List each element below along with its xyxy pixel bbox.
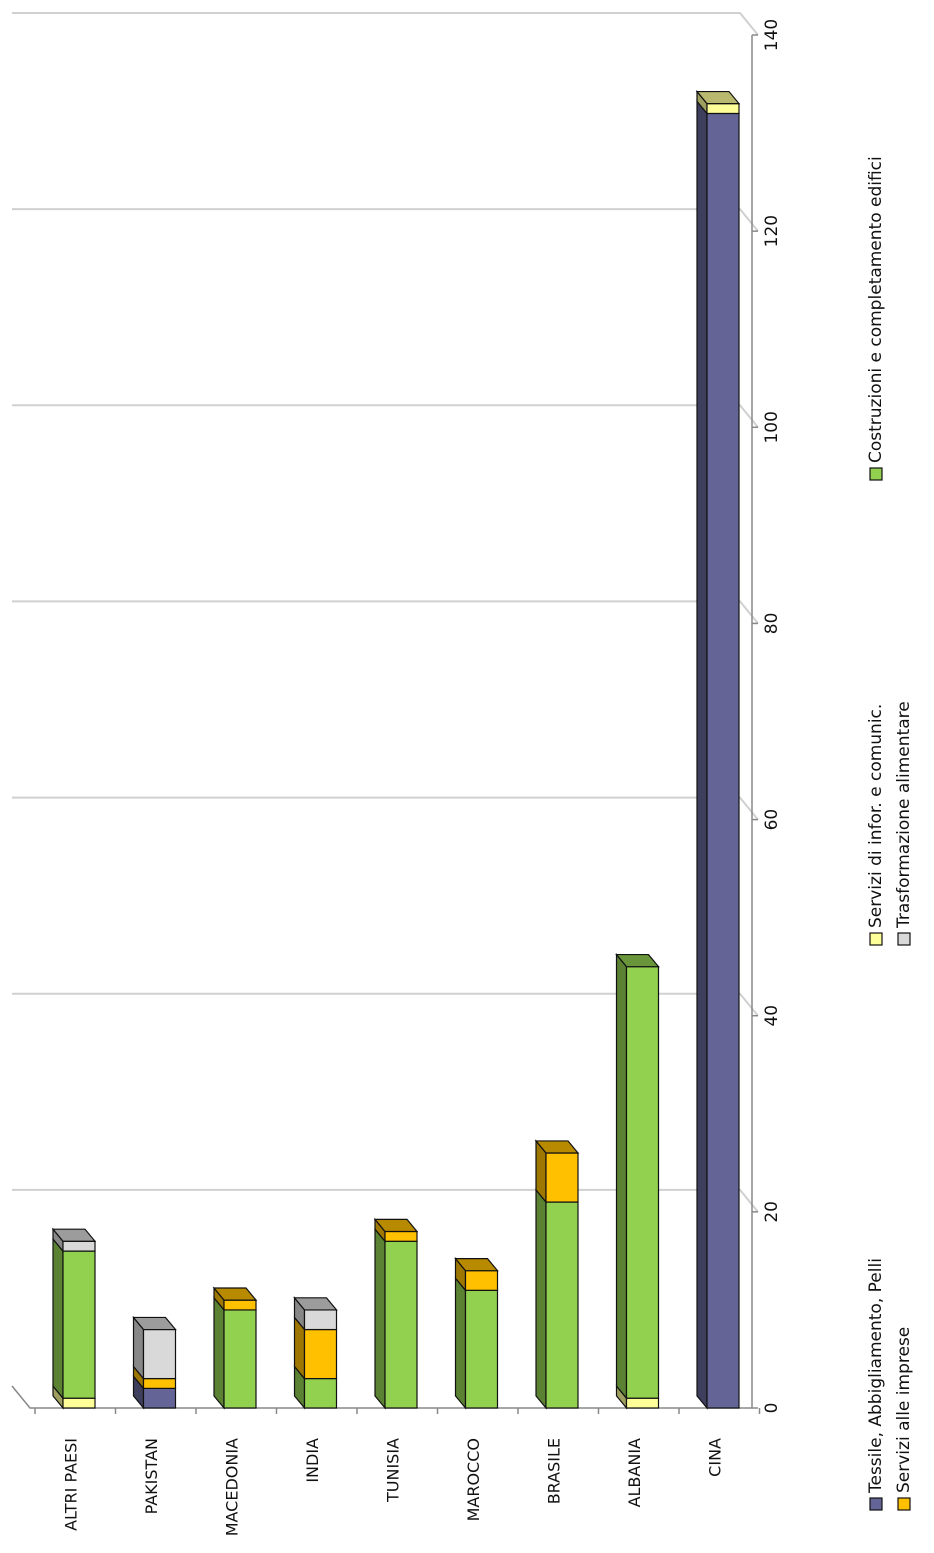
bar-pakistan-series-0: [132, 1374, 177, 1410]
legend-swatch-3: [897, 1497, 911, 1511]
bar-top-cina: [695, 90, 741, 105]
gridline-100: [12, 404, 759, 428]
legend-item-3: Servizi alle imprese: [894, 1327, 914, 1511]
bar-brasile-series-2: [535, 1188, 579, 1410]
category-label-altri-paesi: ALTRI PAESI: [62, 1438, 81, 1531]
gridline-60: [12, 796, 759, 821]
bar-cina-series-1: [696, 89, 740, 116]
bars: [51, 89, 741, 1410]
legend-swatch-2: [869, 467, 883, 481]
legend-item-4: Trasformazione alimentare: [894, 701, 914, 946]
legend-item-1: Servizi di infor. e comunic.: [866, 704, 886, 946]
bar-top-albania: [615, 953, 660, 968]
tick-label-60: 60: [762, 809, 782, 831]
legend-item-0: Tessile, Abbigliamento, Pelli: [866, 1258, 886, 1511]
gridline-80: [12, 600, 759, 625]
legend-label-1: Servizi di infor. e comunic.: [866, 704, 886, 928]
tick-label-80: 80: [762, 613, 782, 635]
bar-top-macedonia: [212, 1287, 258, 1301]
legend-label-2: Costruzioni e completamento edifici: [866, 156, 886, 463]
legend-label-3: Servizi alle imprese: [894, 1327, 914, 1493]
legend: Tessile, Abbigliamento, Pelli Servizi di …: [866, 156, 914, 1511]
category-label-albania: ALBANIA: [625, 1438, 644, 1507]
bar-top-pakistan: [132, 1316, 177, 1331]
bar-pakistan-series-4: [132, 1315, 177, 1381]
legend-swatch-1: [869, 932, 883, 946]
gridlines: [12, 12, 759, 1213]
tick-label-0: 0: [762, 1403, 782, 1414]
bar-altri-paesi-series-2: [52, 1237, 96, 1400]
category-label-india: INDIA: [303, 1438, 322, 1483]
legend-item-2: Costruzioni e completamento edifici: [866, 156, 886, 481]
category-label-tunisia: TUNISIA: [384, 1438, 403, 1503]
tick-label-20: 20: [762, 1201, 782, 1223]
bar-brasile-series-3: [535, 1139, 579, 1204]
bar-marocco-series-3: [454, 1256, 499, 1292]
bar-marocco-series-2: [454, 1276, 499, 1410]
category-label-brasile: BRASILE: [545, 1438, 564, 1504]
bar-cina-series-0: [696, 99, 740, 1410]
tick-label-100: 100: [762, 411, 782, 443]
bar-top-tunisia: [373, 1218, 419, 1233]
tick-label-140: 140: [762, 19, 782, 51]
category-axis-line: [11, 1385, 752, 1409]
bar-top-altri-paesi: [51, 1228, 97, 1242]
category-label-marocco: MAROCCO: [464, 1438, 483, 1521]
category-labels: ALTRI PAESI PAKISTAN MACEDONIA INDIA TUNISIA…: [62, 1438, 725, 1536]
bar-top-india: [293, 1297, 338, 1311]
bar-tunisia-series-2: [374, 1227, 418, 1410]
legend-swatch-0: [869, 1497, 883, 1511]
legend-label-0: Tessile, Abbigliamento, Pelli: [866, 1258, 886, 1494]
tick-label-120: 120: [762, 215, 782, 247]
axes: [11, 34, 761, 1414]
bar-macedonia-series-2: [213, 1296, 257, 1410]
tick-label-40: 40: [762, 1005, 782, 1027]
category-label-pakistan: PAKISTAN: [142, 1438, 161, 1514]
bar-albania-series-2: [615, 952, 660, 1400]
category-label-macedonia: MACEDONIA: [223, 1438, 242, 1536]
legend-swatch-4: [897, 932, 911, 946]
legend-label-4: Trasformazione alimentare: [894, 701, 914, 929]
category-label-cina: CINA: [706, 1438, 725, 1477]
bar-top-marocco: [454, 1257, 499, 1272]
gridline-140: [12, 12, 759, 36]
gridline-120: [12, 208, 759, 232]
bar-top-brasile: [534, 1140, 580, 1154]
bar-india-series-3: [293, 1315, 338, 1381]
tick-labels: 0 20 40 60 80 100 120 140: [762, 19, 782, 1414]
